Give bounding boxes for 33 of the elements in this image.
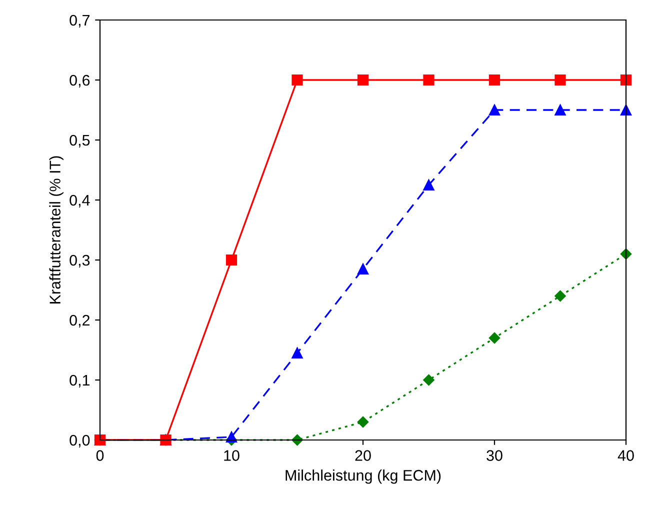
point — [292, 347, 303, 359]
y-tick-label: 0,4 — [70, 194, 90, 208]
point — [488, 74, 500, 86]
point — [554, 104, 566, 116]
point — [488, 332, 500, 344]
x-tick-label: 30 — [486, 450, 502, 461]
y-tick-label: 0,5 — [70, 134, 90, 148]
x-tick-label: 0 — [96, 450, 104, 461]
point — [423, 374, 434, 386]
point — [226, 254, 238, 266]
x-tick-label: 10 — [224, 450, 240, 461]
point — [292, 434, 303, 446]
point — [357, 74, 369, 86]
point — [554, 74, 566, 86]
point — [357, 416, 369, 428]
y-tick-label: 0,7 — [70, 14, 90, 28]
y-tick-label: 0,3 — [70, 254, 90, 268]
y-tick-label: 0,6 — [70, 74, 90, 88]
y-tick-label: 0,0 — [70, 434, 90, 448]
y-tick-label: 0,2 — [70, 314, 90, 328]
y-axis-title: Kraftfutteranteil (% IT) — [49, 156, 64, 304]
y-tick-label: 0,1 — [70, 374, 90, 388]
point — [488, 104, 500, 116]
x-axis-title: Milchleistung (kg ECM) — [286, 470, 441, 484]
point — [423, 179, 434, 191]
point — [292, 74, 303, 86]
point — [357, 263, 369, 275]
point — [226, 431, 238, 443]
x-tick-label: 40 — [618, 450, 634, 461]
point — [423, 74, 434, 86]
point — [620, 74, 632, 86]
x-tick-label: 20 — [355, 450, 371, 461]
point — [554, 290, 566, 302]
